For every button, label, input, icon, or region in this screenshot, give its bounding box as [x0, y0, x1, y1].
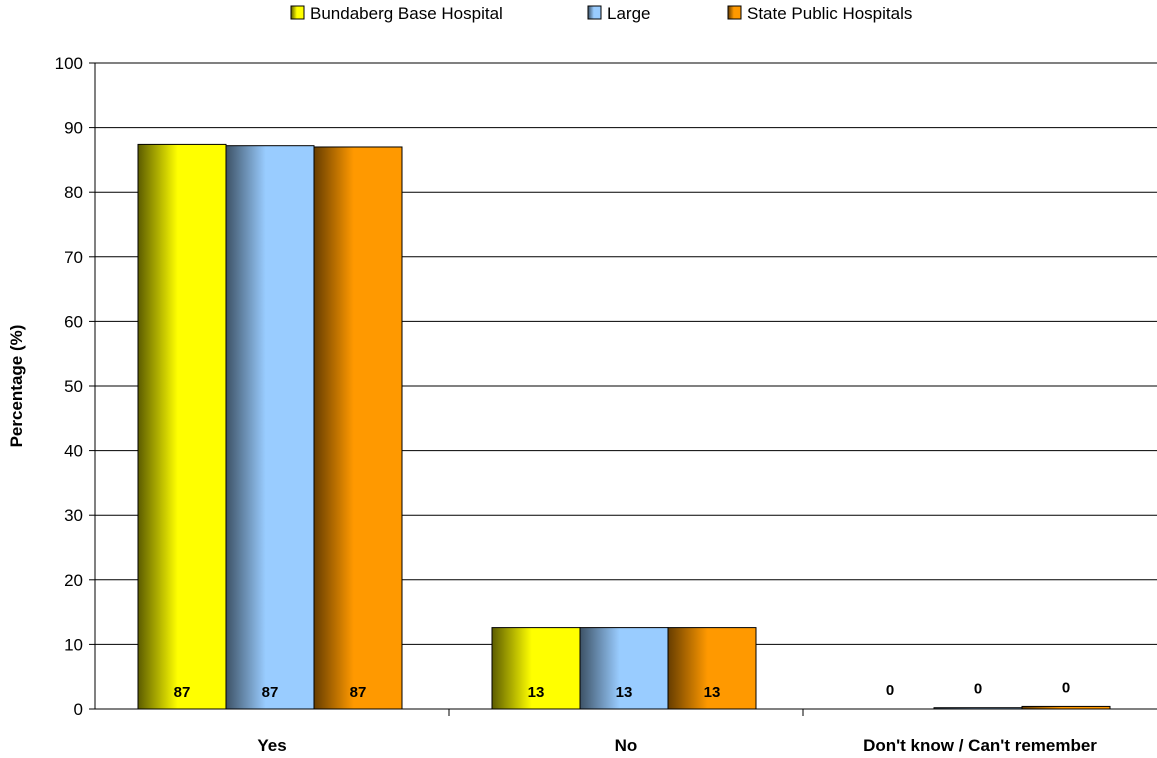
- bar-1-0: [491, 627, 581, 710]
- legend-label: Large: [607, 4, 650, 23]
- legend-swatch: [587, 5, 602, 20]
- y-tick-label: 70: [64, 248, 83, 267]
- bar-0-0: [137, 143, 227, 710]
- data-labels: 87 87 87 13 13 13 0 0 0: [174, 679, 1071, 701]
- legend-label: Bundaberg Base Hospital: [310, 4, 503, 23]
- legend-swatch: [727, 5, 742, 20]
- bar-1-1: [579, 627, 669, 710]
- data-label: 13: [704, 684, 721, 701]
- data-label: 13: [528, 684, 545, 701]
- legend-swatch: [290, 5, 305, 20]
- legend-item: Large: [587, 4, 650, 23]
- y-tick-label: 40: [64, 442, 83, 461]
- y-tick-label: 60: [64, 312, 83, 331]
- legend-item: Bundaberg Base Hospital: [290, 4, 503, 23]
- y-tick-label: 80: [64, 183, 83, 202]
- y-axis-title: Percentage (%): [7, 325, 26, 448]
- bar-1-2: [667, 627, 757, 710]
- bar-2-1: [933, 707, 1023, 710]
- x-category-label: No: [615, 736, 638, 755]
- data-label: 13: [616, 684, 633, 701]
- x-category-label: Don't know / Can't remember: [863, 736, 1097, 755]
- data-label: 0: [886, 682, 894, 699]
- y-tick-label: 10: [64, 635, 83, 654]
- y-tick-label: 30: [64, 506, 83, 525]
- data-label: 87: [350, 684, 367, 701]
- bar-0-1: [225, 145, 315, 710]
- legend-label: State Public Hospitals: [747, 4, 912, 23]
- y-tick-label: 90: [64, 119, 83, 138]
- data-label: 87: [262, 684, 279, 701]
- x-axis-labels: Yes No Don't know / Can't remember: [257, 736, 1097, 755]
- y-axis-ticks: 0 10 20 30 40 50 60 70 80 90 100: [55, 54, 95, 719]
- data-label: 0: [1062, 679, 1070, 696]
- data-label: 0: [974, 681, 982, 698]
- legend: Bundaberg Base Hospital Large State Public…: [290, 4, 912, 23]
- y-tick-label: 100: [55, 54, 83, 73]
- legend-item: State Public Hospitals: [727, 4, 912, 23]
- bars: [137, 143, 1111, 710]
- data-label: 87: [174, 684, 191, 701]
- y-tick-label: 0: [74, 700, 83, 719]
- y-tick-label: 20: [64, 571, 83, 590]
- x-category-label: Yes: [257, 736, 286, 755]
- y-tick-label: 50: [64, 377, 83, 396]
- bar-2-2: [1021, 705, 1111, 710]
- bar-0-2: [313, 146, 403, 710]
